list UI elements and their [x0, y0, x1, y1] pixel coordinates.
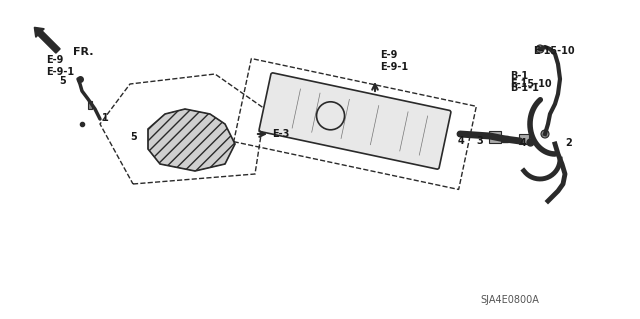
- Text: E-9
E-9-1: E-9 E-9-1: [46, 55, 74, 78]
- Text: E-15-10: E-15-10: [510, 79, 552, 89]
- Text: 5: 5: [60, 76, 66, 86]
- Text: SJA4E0800A: SJA4E0800A: [480, 295, 539, 305]
- Polygon shape: [148, 109, 235, 171]
- FancyArrow shape: [35, 27, 60, 53]
- Text: E-15-10: E-15-10: [533, 46, 575, 56]
- Text: 3: 3: [477, 136, 483, 146]
- Text: 4: 4: [520, 138, 526, 148]
- Text: E-9
E-9-1: E-9 E-9-1: [380, 49, 408, 72]
- Bar: [489, 131, 501, 143]
- Text: 4: 4: [458, 136, 465, 146]
- Bar: [234, 58, 476, 189]
- FancyBboxPatch shape: [259, 73, 451, 169]
- Bar: [519, 134, 529, 144]
- Text: B-1
B-1-1: B-1 B-1-1: [510, 71, 539, 93]
- Text: 2: 2: [565, 138, 572, 148]
- Circle shape: [541, 130, 549, 138]
- Polygon shape: [88, 101, 92, 109]
- Text: 1: 1: [102, 113, 109, 123]
- Text: 5: 5: [130, 132, 137, 142]
- Text: FR.: FR.: [73, 47, 93, 57]
- Circle shape: [536, 45, 544, 53]
- Text: E-3: E-3: [272, 129, 289, 139]
